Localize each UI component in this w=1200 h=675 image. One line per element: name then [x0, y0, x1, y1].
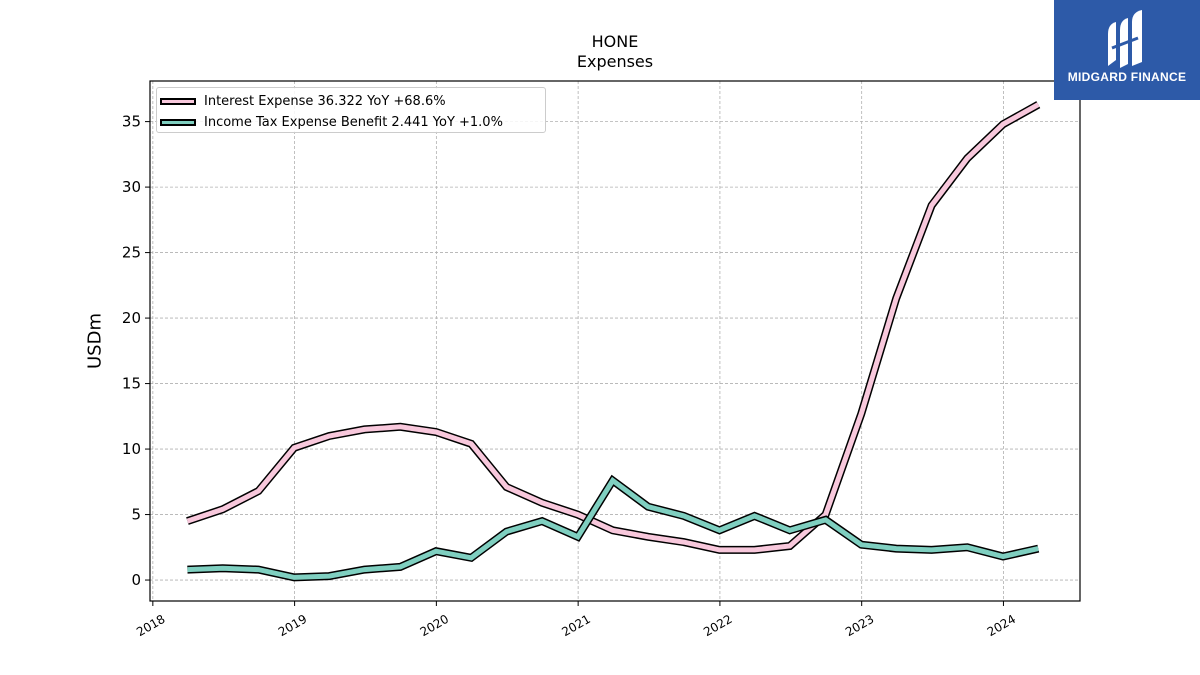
legend-swatch-income-tax [160, 118, 196, 126]
y-tick-label: 35 [122, 113, 141, 131]
legend-label-income-tax: Income Tax Expense Benefit 2.441 YoY +1.… [204, 114, 503, 130]
x-tick-label: 2024 [985, 612, 1018, 639]
y-tick-label: 15 [122, 375, 141, 393]
x-tick-label: 2019 [276, 612, 309, 639]
legend-item-interest-expense: Interest Expense 36.322 YoY +68.6% [160, 91, 446, 111]
chart-subtitle: Expenses [576, 52, 654, 71]
series-line-interest-expense [186, 102, 1040, 553]
brand-logo: MIDGARD FINANCE [1054, 0, 1200, 100]
x-tick-label: 2022 [701, 612, 734, 639]
series-line-income-tax-expense-benefit [187, 476, 1039, 580]
x-tick-label: 2020 [418, 612, 451, 639]
y-tick-label: 30 [122, 178, 141, 196]
x-tick-label: 2021 [559, 612, 592, 639]
legend: Interest Expense 36.322 YoY +68.6% Incom… [156, 87, 546, 133]
y-tick-label: 0 [131, 571, 141, 589]
y-tick-label: 25 [122, 244, 141, 262]
legend-item-income-tax: Income Tax Expense Benefit 2.441 YoY +1.… [160, 112, 503, 132]
legend-label-interest-expense: Interest Expense 36.322 YoY +68.6% [204, 93, 446, 109]
logo-text: MIDGARD FINANCE [1067, 70, 1187, 84]
x-tick-label: 2023 [843, 612, 876, 639]
plot-frame [149, 80, 1081, 602]
y-axis-label: USDm [84, 313, 106, 369]
legend-swatch-interest-expense [160, 97, 196, 105]
y-tick-label: 10 [122, 440, 141, 458]
midgard-logo-icon [1108, 10, 1142, 68]
y-tick-label: 5 [131, 506, 141, 524]
chart-title: HONE [591, 32, 639, 51]
y-tick-label: 20 [122, 309, 141, 327]
x-tick-label: 2018 [134, 612, 167, 639]
